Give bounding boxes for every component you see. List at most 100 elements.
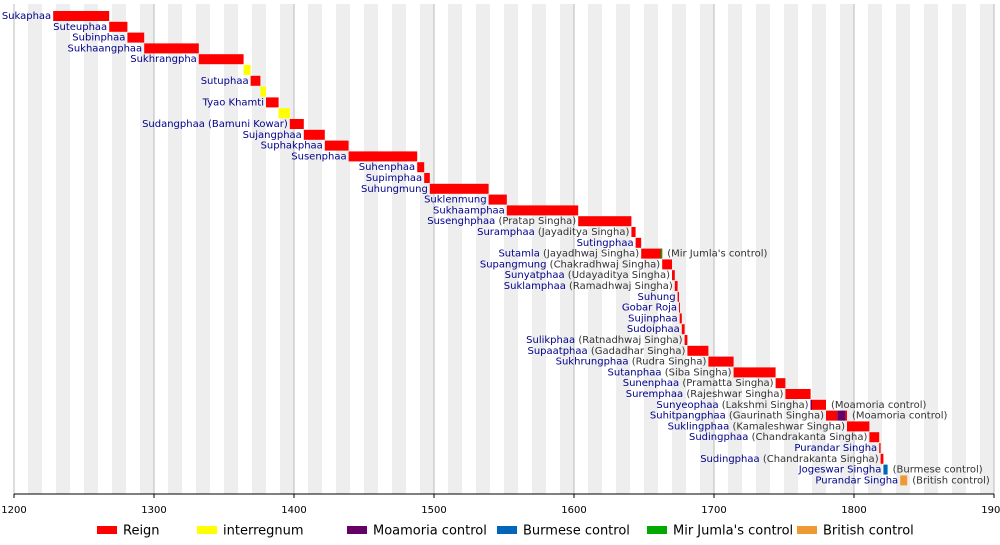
stripe <box>280 4 294 494</box>
bar <box>660 248 663 259</box>
row-label: Subinphaa <box>72 33 125 44</box>
bar <box>250 75 261 86</box>
annotation: (Burmese control) <box>893 465 983 476</box>
king-name: Sunenphaa <box>623 378 679 389</box>
king-name: Sukaphaa <box>2 11 51 22</box>
king-name: Suhungmung <box>361 184 428 195</box>
x-tick-label: 1700 <box>701 505 726 516</box>
bar <box>677 291 679 302</box>
stripe <box>448 4 462 494</box>
stripe <box>364 4 378 494</box>
legend-swatch <box>497 526 517 534</box>
bar <box>674 281 678 291</box>
row-label: Supangmung (Chakradhwaj Singha) <box>480 259 660 270</box>
bar <box>348 151 418 162</box>
king-alias: (Chandrakanta Singha) <box>752 432 868 443</box>
king-name: Subinphaa <box>72 33 125 44</box>
stripe <box>420 4 434 494</box>
x-tick-label: 1200 <box>1 505 26 516</box>
x-tick-label: 1400 <box>281 505 306 516</box>
stripe <box>392 4 406 494</box>
row-label: Sudingphaa (Chandrakanta Singha) <box>689 432 868 443</box>
king-name: Suklamphaa <box>504 281 566 292</box>
legend-swatch <box>647 526 667 534</box>
stripe <box>952 4 966 494</box>
stripe <box>532 4 546 494</box>
bar <box>260 86 266 97</box>
stripe <box>812 4 826 494</box>
king-name: Suhitpangphaa <box>650 411 726 422</box>
stripe <box>112 4 126 494</box>
legend-label: interregnum <box>223 524 304 539</box>
row-label: Tyao Khamti <box>202 97 264 108</box>
king-alias: (Pratap Singha) <box>498 216 576 227</box>
x-tick-label: 1900 <box>981 505 1000 516</box>
stripe <box>336 4 350 494</box>
legend-swatch <box>97 526 117 534</box>
king-name: Suramphaa <box>477 227 535 238</box>
bar <box>810 399 812 410</box>
king-alias: (Jayadhwaj Singha) <box>543 249 639 260</box>
bar <box>679 313 682 324</box>
row-label: Suteuphaa <box>53 22 107 33</box>
legend-swatch <box>797 526 817 534</box>
king-name: Gobar Roja <box>622 303 677 314</box>
bar <box>266 97 279 108</box>
king-name: Purandar Singha <box>815 475 898 486</box>
stripe <box>560 4 574 494</box>
bar <box>144 43 199 54</box>
king-name: Supaatphaa <box>528 346 588 357</box>
bar <box>847 421 870 432</box>
king-name: Purandar Singha <box>794 443 877 454</box>
bar <box>578 216 632 227</box>
stripe <box>56 4 70 494</box>
row-label: Suhitpangphaa (Gaurinath Singha) <box>650 411 824 422</box>
row-label: Sutingphaa <box>577 238 634 249</box>
bar <box>826 410 838 421</box>
row-label: Sunyeophaa (Lakshmi Singha) <box>656 400 808 411</box>
bar <box>900 475 908 486</box>
king-alias: (Pramatta Singha) <box>682 378 773 389</box>
row-label: Suramphaa (Jayaditya Singha) <box>477 227 629 238</box>
king-name: Supimphaa <box>366 173 423 184</box>
row-label: Sukhrangpha <box>130 54 197 65</box>
bar <box>687 345 709 356</box>
row-label: Suhung <box>638 292 676 303</box>
bar <box>775 378 786 389</box>
row-label: Susenphaa <box>291 151 346 162</box>
king-alias: (Chandrakanta Singha) <box>763 454 879 465</box>
x-tick-label: 1500 <box>421 505 446 516</box>
x-tick-label: 1800 <box>841 505 866 516</box>
x-tick-label: 1300 <box>141 505 166 516</box>
king-alias: (Chakradhwaj Singha) <box>550 259 661 270</box>
king-alias: (Kamaleshwar Singha) <box>732 421 845 432</box>
stripe <box>476 4 490 494</box>
king-alias: (Jayaditya Singha) <box>538 227 630 238</box>
row-label: Purandar Singha <box>815 475 898 486</box>
row-label: Suremphaa (Rajeshwar Singha) <box>626 389 784 400</box>
stripe <box>196 4 210 494</box>
king-name: Sudingphaa <box>700 454 759 465</box>
stripe <box>308 4 322 494</box>
bar <box>733 367 776 378</box>
bar <box>880 453 884 464</box>
king-name: Sudangphaa (Bamuni Kowar) <box>142 119 288 130</box>
row-label: Susenghphaa (Pratap Singha) <box>427 216 576 227</box>
row-label: Supimphaa <box>366 173 423 184</box>
bar <box>845 410 847 421</box>
legend-label: Moamoria control <box>373 524 487 539</box>
bar <box>429 183 489 194</box>
bar <box>635 237 642 248</box>
legend-label: Mir Jumla's control <box>673 524 793 539</box>
king-name: Suphakphaa <box>261 141 323 152</box>
king-name: Suklenmung <box>424 195 487 206</box>
row-label: Suklamphaa (Ramadhwaj Singha) <box>504 281 673 292</box>
legend-label: Reign <box>123 524 160 539</box>
stripe <box>672 4 686 494</box>
bar <box>488 194 507 205</box>
stripe <box>140 4 154 494</box>
bar <box>424 173 430 183</box>
row-label: Suklenmung <box>424 195 487 206</box>
bar <box>810 399 826 410</box>
